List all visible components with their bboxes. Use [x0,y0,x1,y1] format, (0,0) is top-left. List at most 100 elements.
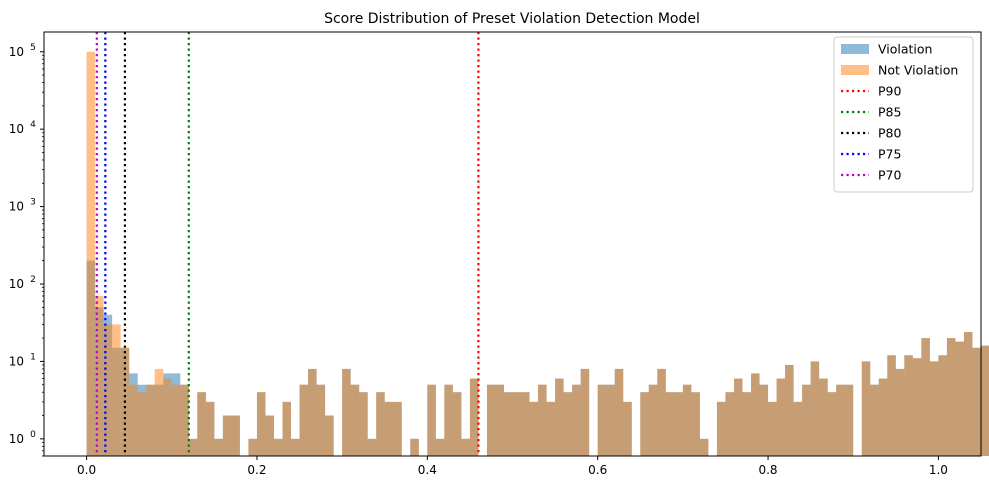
percentile-lines [95,32,480,456]
histogram-bar [410,438,419,456]
plot-area-frame [43,31,982,457]
legend-label: P75 [878,147,901,162]
histogram-bar [606,384,615,456]
histogram-bar [819,378,828,456]
histogram-bar [895,368,905,456]
histogram-bar [844,384,854,456]
legend-box [833,36,974,193]
histogram-bar [870,384,879,456]
legend-label: P90 [878,84,901,99]
histogram-bar [572,384,581,456]
x-tick-label: 0.2 [247,463,266,477]
y-tick-exponent: 0 [30,430,36,440]
y-tick-label: 10 [9,200,24,214]
histogram-bar [495,384,504,456]
histogram-bar [316,384,326,456]
histogram-bar [214,438,223,456]
histogram-bar [563,392,573,456]
legend-label: Not Violation [878,63,958,78]
histogram-bar [912,358,922,456]
x-tick-label: 0.0 [77,463,96,477]
histogram-bar [751,373,760,456]
y-tick-exponent: 3 [30,198,36,208]
histogram-bar [137,392,147,456]
histogram-bar [325,415,334,456]
histogram-bar [435,438,445,456]
legend-label: P80 [878,126,901,141]
legend-label: Violation [878,42,932,57]
x-tick-label: 0.4 [418,463,437,477]
histogram-bar [163,378,172,456]
histogram-bar [359,392,368,456]
histogram-bar [95,295,104,456]
histogram-bar [197,392,206,456]
histogram-bar [810,361,820,456]
histogram-bar [699,438,709,456]
histogram-bar [205,401,215,456]
histogram-bar [682,384,692,456]
legend: Violation Not Violation P90 P85 P80 P75 P70 [833,36,974,193]
histogram-bar [665,392,675,456]
histogram-bar [129,384,138,456]
histogram-bar [342,368,351,456]
histogram-bar [299,384,309,456]
histogram-bar [231,415,240,456]
histogram-bar [955,341,964,456]
histogram-bar [614,368,624,456]
histogram-bar [580,368,590,456]
histogram-bar [657,368,666,456]
histogram-bar [640,392,649,456]
histogram-bar [725,392,734,456]
histogram-bar [597,384,607,456]
histogram-bar [367,438,377,456]
histogram-bar [265,415,274,456]
y-tick-label: 10 [9,432,24,446]
histogram-bar [180,384,189,456]
x-tick-label: 0.6 [588,463,607,477]
histogram-bar [691,392,700,456]
histogram-bar [921,338,930,456]
histogram-bar [384,401,394,456]
legend-label: P85 [878,105,901,120]
histogram-bar [623,401,632,456]
histogram-bar [963,331,973,456]
x-tick-label: 1.0 [929,463,948,477]
histogram-bar [648,384,658,456]
histogram-bar [282,401,292,456]
y-tick-label: 10 [9,122,24,136]
histogram-bar [503,392,513,456]
chart-title: Score Distribution of Preset Violation D… [324,11,700,27]
histogram-bar [103,324,113,456]
histogram-bar [112,324,121,456]
histogram-bar [768,401,777,456]
histogram-bar [538,384,547,456]
histogram-bar [861,361,871,456]
x-axis: 0.0 0.2 0.4 0.6 0.8 1.0 [77,456,948,477]
histogram-bar [461,438,470,456]
histogram-bar [350,384,360,456]
histogram-bar [393,401,402,456]
histogram-bar [273,438,283,456]
histogram-bar [972,347,981,456]
histogram-bar [733,378,743,456]
histogram-bar [146,384,155,456]
histogram-bar [444,384,453,456]
histogram-bar [248,438,257,456]
y-tick-label: 10 [9,277,24,291]
histogram-bar [878,378,888,456]
histogram-bar [929,361,939,456]
histogram-bar [376,392,385,456]
histogram-bar [452,392,462,456]
histogram-bar [469,378,479,456]
y-tick-exponent: 1 [30,352,36,362]
histogram-bar [887,355,896,456]
histogram-bar [904,355,913,456]
histogram-bar [555,378,564,456]
histogram-bar [716,401,726,456]
histogram-bar [546,401,556,456]
histogram-bar [802,384,811,456]
histogram-bar [188,438,198,456]
histogram-bars [86,51,989,457]
histogram-bar [759,384,769,456]
